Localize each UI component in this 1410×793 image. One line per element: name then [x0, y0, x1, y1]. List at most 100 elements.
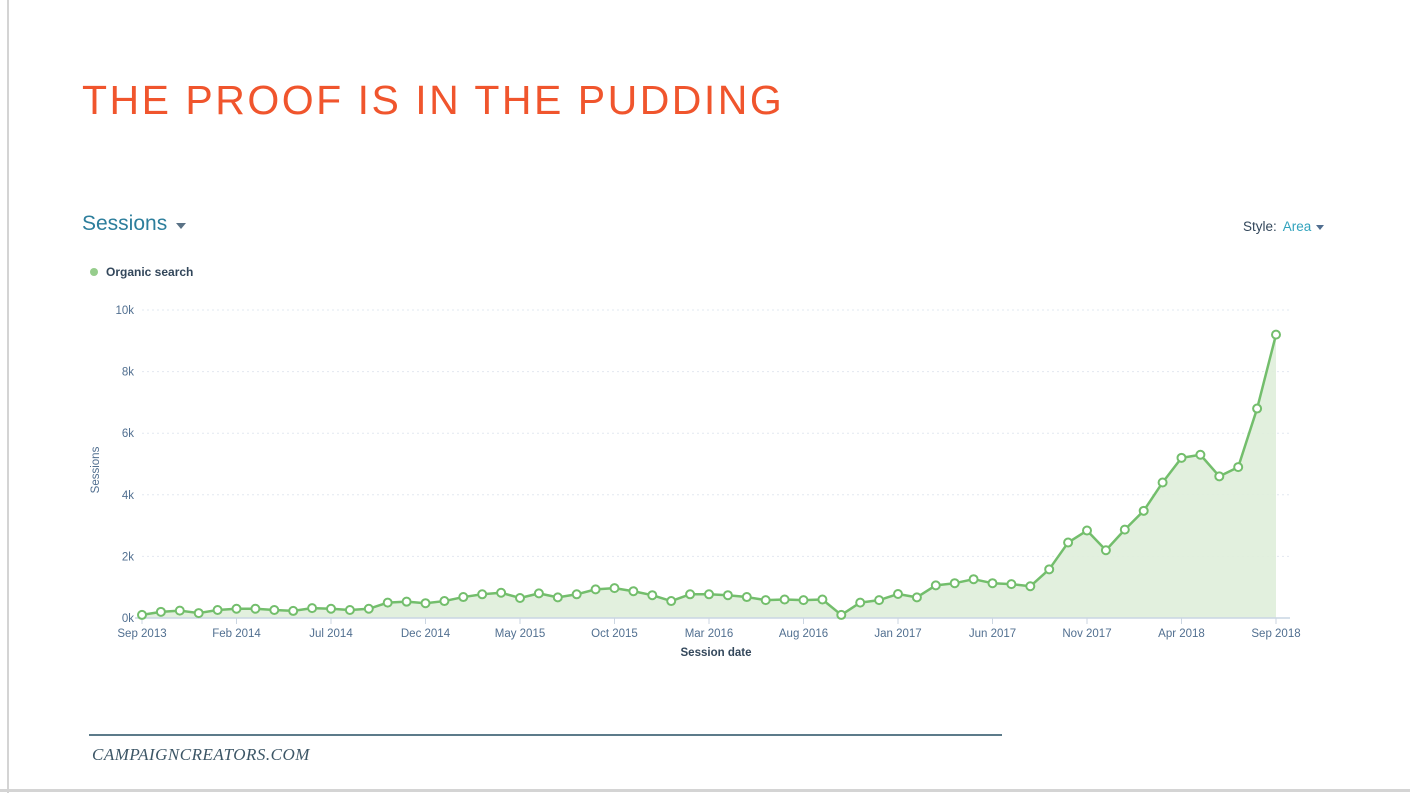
data-point[interactable]: [382, 597, 393, 608]
data-point[interactable]: [628, 586, 639, 597]
data-point[interactable]: [1044, 564, 1055, 575]
data-point[interactable]: [1006, 579, 1017, 590]
x-tick-label: Jan 2017: [874, 628, 921, 640]
data-point[interactable]: [250, 603, 261, 614]
sessions-area-chart: 0k 2k 4k 6k 8k 10k Sep 2013 Feb 2014 Jul 2014 Dec…: [115, 305, 1300, 659]
x-axis-title: Session date: [681, 647, 752, 659]
data-point[interactable]: [874, 595, 885, 606]
data-point[interactable]: [893, 588, 903, 599]
x-tick-label: Dec 2014: [401, 628, 451, 640]
data-point[interactable]: [949, 578, 960, 589]
x-tick-label: Aug 2016: [779, 628, 828, 640]
data-point[interactable]: [344, 604, 355, 615]
data-point[interactable]: [1252, 403, 1263, 414]
data-point[interactable]: [817, 594, 828, 605]
data-point[interactable]: [515, 592, 525, 603]
data-point[interactable]: [363, 603, 374, 614]
data-point[interactable]: [193, 608, 204, 619]
area-fill: [142, 334, 1276, 618]
data-point[interactable]: [911, 592, 922, 603]
data-point[interactable]: [855, 597, 866, 608]
data-point[interactable]: [533, 588, 544, 599]
chevron-down-icon: [1316, 225, 1325, 230]
x-tick-label: Jun 2017: [969, 628, 1016, 640]
data-point[interactable]: [1195, 449, 1206, 460]
style-dropdown-value: Area: [1282, 219, 1312, 234]
data-point[interactable]: [288, 605, 299, 616]
data-point[interactable]: [1157, 477, 1168, 488]
data-point[interactable]: [420, 598, 431, 609]
data-point[interactable]: [1176, 452, 1187, 463]
x-tick-label: Nov 2017: [1062, 628, 1111, 640]
data-point[interactable]: [439, 596, 450, 607]
data-point[interactable]: [704, 589, 714, 600]
data-point[interactable]: [458, 592, 469, 603]
x-tick-label: Feb 2014: [212, 628, 261, 640]
data-point[interactable]: [647, 590, 658, 601]
data-point[interactable]: [722, 590, 733, 601]
data-point[interactable]: [477, 589, 488, 600]
data-point[interactable]: [1025, 581, 1036, 592]
data-point[interactable]: [307, 603, 318, 614]
data-point[interactable]: [930, 580, 941, 591]
data-point[interactable]: [155, 606, 166, 617]
data-point[interactable]: [798, 595, 809, 606]
data-point[interactable]: [552, 592, 563, 603]
y-tick-label: 0k: [122, 613, 134, 625]
legend-dot-icon: [90, 268, 98, 276]
data-point[interactable]: [1214, 471, 1225, 482]
data-point[interactable]: [231, 603, 242, 614]
data-point[interactable]: [1100, 545, 1111, 556]
x-tick-label: Mar 2016: [685, 628, 734, 640]
metric-dropdown-label: Sessions: [82, 212, 168, 235]
x-tick-label: Jul 2014: [309, 628, 353, 640]
data-point[interactable]: [401, 596, 412, 607]
data-point[interactable]: [987, 578, 998, 589]
data-point[interactable]: [1138, 505, 1149, 516]
data-point[interactable]: [609, 583, 620, 594]
legend-label: Organic search: [106, 265, 194, 279]
x-tick-label: May 2015: [495, 628, 546, 640]
data-point[interactable]: [269, 604, 280, 615]
data-point[interactable]: [685, 589, 696, 600]
x-tick-label: Apr 2018: [1158, 628, 1205, 640]
page-title: THE PROOF IS IN THE PUDDING: [82, 77, 785, 124]
y-tick-label: 6k: [122, 428, 134, 440]
x-tick-label: Oct 2015: [591, 628, 638, 640]
data-point[interactable]: [666, 596, 677, 607]
style-label: Style:: [1243, 219, 1277, 234]
data-point[interactable]: [590, 584, 601, 595]
y-tick-label: 8k: [122, 367, 134, 379]
data-point[interactable]: [212, 604, 223, 615]
y-tick-label: 2k: [122, 551, 134, 563]
footer-url: CAMPAIGNCREATORS.COM: [92, 745, 310, 764]
data-point[interactable]: [779, 594, 790, 605]
chevron-down-icon: [176, 222, 187, 229]
slide-left-border: [7, 0, 9, 793]
data-point[interactable]: [496, 587, 507, 598]
y-tick-label: 4k: [122, 490, 134, 502]
data-point[interactable]: [836, 609, 847, 620]
sessions-metric-dropdown[interactable]: Sessions: [82, 212, 187, 236]
x-tick-label: Sep 2013: [117, 628, 166, 640]
y-tick-label: 10k: [115, 305, 134, 317]
data-point[interactable]: [741, 592, 752, 603]
data-point[interactable]: [1082, 525, 1092, 536]
chart-style-control: Style: Area: [1243, 219, 1325, 234]
data-point[interactable]: [1063, 537, 1074, 548]
data-point[interactable]: [174, 605, 185, 616]
data-point[interactable]: [1271, 329, 1281, 340]
x-tick-label: Sep 2018: [1251, 628, 1300, 640]
data-point[interactable]: [326, 603, 336, 614]
footer-divider: [89, 734, 1002, 736]
legend-item-organic-search[interactable]: Organic search: [90, 265, 193, 279]
data-point[interactable]: [571, 589, 582, 600]
slide-bottom-border: [0, 789, 1410, 792]
data-point[interactable]: [968, 574, 979, 585]
data-point[interactable]: [1233, 462, 1244, 473]
data-point[interactable]: [760, 595, 771, 606]
style-dropdown[interactable]: Area: [1283, 219, 1325, 234]
data-point[interactable]: [1119, 524, 1130, 535]
data-point[interactable]: [137, 609, 147, 620]
